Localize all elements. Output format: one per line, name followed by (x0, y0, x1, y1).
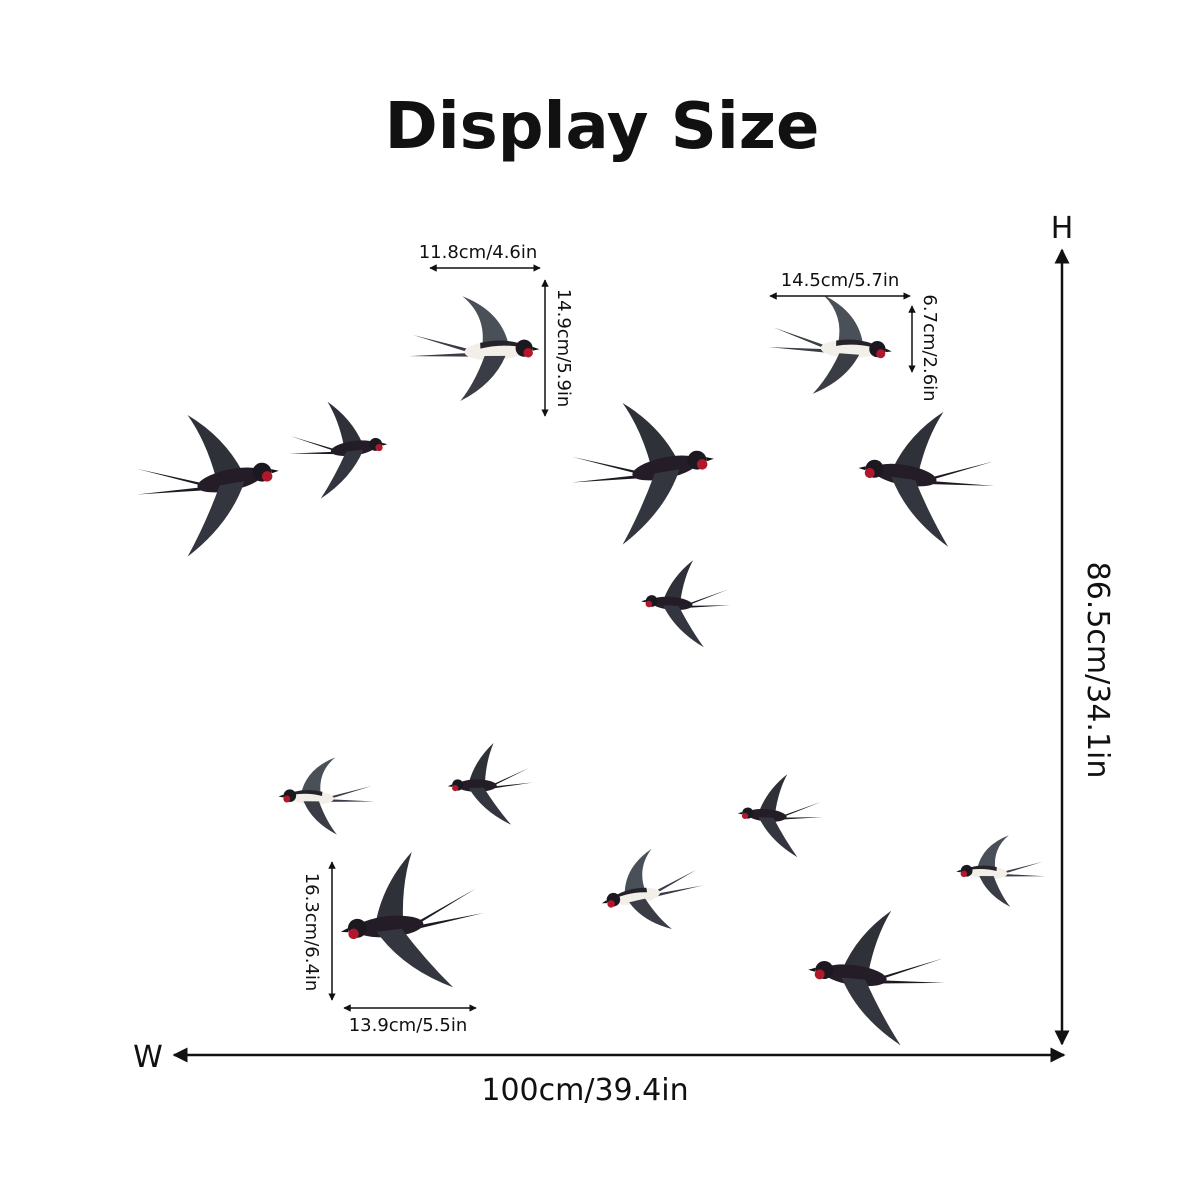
height-label: 16.3cm/6.4in (301, 873, 322, 992)
swallow (282, 394, 394, 503)
swallow (406, 292, 542, 404)
title: Display Size (385, 90, 820, 164)
swallow (637, 556, 734, 650)
height-axis-label: H (1051, 211, 1074, 246)
width-label: 11.8cm/4.6in (419, 242, 538, 263)
width-label: 14.5cm/5.7in (781, 270, 900, 291)
height-label: 14.9cm/5.9in (553, 289, 574, 408)
swallow (954, 832, 1048, 909)
total-height-label: 86.5cm/34.1in (1080, 562, 1115, 779)
swallow (734, 770, 827, 860)
swallow (276, 754, 377, 837)
width-label: 13.9cm/5.5in (349, 1015, 468, 1036)
swallow (594, 841, 710, 941)
swallow (847, 399, 1006, 553)
height-label: 6.7cm/2.6in (919, 294, 940, 401)
swallow (447, 742, 533, 825)
swallow (799, 900, 954, 1051)
swallow (766, 293, 894, 397)
swallow (557, 386, 728, 553)
swallow (122, 398, 293, 565)
swallow (334, 846, 490, 997)
width-axis-label: W (133, 1040, 163, 1075)
total-width-label: 100cm/39.4in (481, 1073, 688, 1108)
